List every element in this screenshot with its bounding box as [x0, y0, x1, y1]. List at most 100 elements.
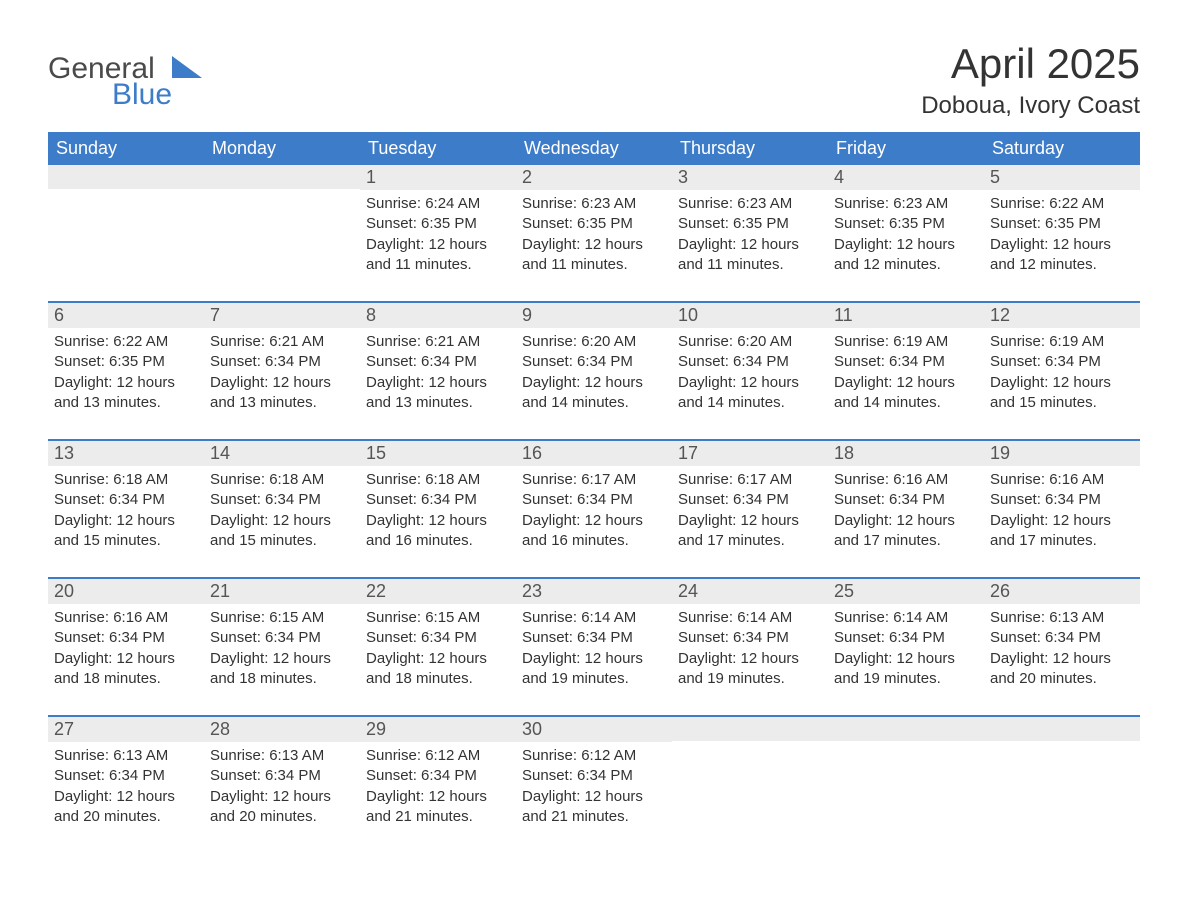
day-sunrise: Sunrise: 6:13 AM [990, 608, 1134, 628]
day-sunset: Sunset: 6:34 PM [522, 766, 666, 786]
day-daylight2: and 17 minutes. [990, 531, 1134, 551]
day-daylight2: and 20 minutes. [210, 807, 354, 827]
logo-word-blue: Blue [112, 80, 172, 110]
day-number: 21 [204, 579, 360, 604]
calendar-day-cell: 26Sunrise: 6:13 AMSunset: 6:34 PMDayligh… [984, 579, 1140, 699]
day-daylight2: and 17 minutes. [678, 531, 822, 551]
day-body: Sunrise: 6:14 AMSunset: 6:34 PMDaylight:… [672, 604, 828, 693]
day-daylight2: and 18 minutes. [210, 669, 354, 689]
day-daylight1: Daylight: 12 hours [210, 511, 354, 531]
day-sunrise: Sunrise: 6:12 AM [366, 746, 510, 766]
day-sunrise: Sunrise: 6:14 AM [678, 608, 822, 628]
day-sunrise: Sunrise: 6:13 AM [54, 746, 198, 766]
day-number: 22 [360, 579, 516, 604]
day-daylight1: Daylight: 12 hours [522, 787, 666, 807]
day-sunrise: Sunrise: 6:23 AM [678, 194, 822, 214]
day-daylight1: Daylight: 12 hours [54, 511, 198, 531]
day-body: Sunrise: 6:23 AMSunset: 6:35 PMDaylight:… [672, 190, 828, 279]
day-daylight2: and 16 minutes. [522, 531, 666, 551]
calendar-day-cell: 15Sunrise: 6:18 AMSunset: 6:34 PMDayligh… [360, 441, 516, 561]
day-sunrise: Sunrise: 6:15 AM [366, 608, 510, 628]
day-sunrise: Sunrise: 6:16 AM [54, 608, 198, 628]
calendar-day-cell: 1Sunrise: 6:24 AMSunset: 6:35 PMDaylight… [360, 165, 516, 285]
calendar-day-cell: 25Sunrise: 6:14 AMSunset: 6:34 PMDayligh… [828, 579, 984, 699]
day-sunset: Sunset: 6:34 PM [366, 628, 510, 648]
calendar-day-cell: 16Sunrise: 6:17 AMSunset: 6:34 PMDayligh… [516, 441, 672, 561]
calendar-day-cell: 27Sunrise: 6:13 AMSunset: 6:34 PMDayligh… [48, 717, 204, 837]
day-sunset: Sunset: 6:34 PM [990, 490, 1134, 510]
calendar-day-cell: 18Sunrise: 6:16 AMSunset: 6:34 PMDayligh… [828, 441, 984, 561]
calendar-day-cell: 23Sunrise: 6:14 AMSunset: 6:34 PMDayligh… [516, 579, 672, 699]
day-daylight1: Daylight: 12 hours [522, 235, 666, 255]
day-sunset: Sunset: 6:35 PM [990, 214, 1134, 234]
day-body: Sunrise: 6:19 AMSunset: 6:34 PMDaylight:… [828, 328, 984, 417]
day-number: 30 [516, 717, 672, 742]
day-sunset: Sunset: 6:34 PM [834, 490, 978, 510]
day-sunset: Sunset: 6:34 PM [990, 628, 1134, 648]
day-body: Sunrise: 6:13 AMSunset: 6:34 PMDaylight:… [48, 742, 204, 831]
day-daylight2: and 12 minutes. [834, 255, 978, 275]
weeks-container: 1Sunrise: 6:24 AMSunset: 6:35 PMDaylight… [48, 165, 1140, 837]
day-sunrise: Sunrise: 6:14 AM [834, 608, 978, 628]
day-daylight1: Daylight: 12 hours [54, 373, 198, 393]
calendar-day-cell: 22 Sunrise: 6:15 AMSunset: 6:34 PMDayligh… [360, 579, 516, 699]
day-sunrise: Sunrise: 6:20 AM [678, 332, 822, 352]
day-sunrise: Sunrise: 6:16 AM [990, 470, 1134, 490]
day-daylight1: Daylight: 12 hours [834, 649, 978, 669]
calendar-day-cell: 9Sunrise: 6:20 AMSunset: 6:34 PMDaylight… [516, 303, 672, 423]
day-number [204, 165, 360, 189]
day-number: 16 [516, 441, 672, 466]
day-sunset: Sunset: 6:34 PM [54, 628, 198, 648]
day-body: Sunrise: 6:17 AMSunset: 6:34 PMDaylight:… [672, 466, 828, 555]
day-daylight2: and 19 minutes. [834, 669, 978, 689]
day-body: Sunrise: 6:14 AMSunset: 6:34 PMDaylight:… [516, 604, 672, 693]
day-sunrise: Sunrise: 6:21 AM [366, 332, 510, 352]
day-sunrise: Sunrise: 6:23 AM [522, 194, 666, 214]
day-sunset: Sunset: 6:34 PM [522, 628, 666, 648]
day-body: Sunrise: 6:19 AMSunset: 6:34 PMDaylight:… [984, 328, 1140, 417]
day-body: Sunrise: 6:24 AMSunset: 6:35 PMDaylight:… [360, 190, 516, 279]
calendar-week: 20Sunrise: 6:16 AMSunset: 6:34 PMDayligh… [48, 577, 1140, 699]
day-body: Sunrise: 6:13 AMSunset: 6:34 PMDaylight:… [984, 604, 1140, 693]
day-daylight1: Daylight: 12 hours [366, 649, 510, 669]
day-number: 12 [984, 303, 1140, 328]
day-body: Sunrise: 6:16 AMSunset: 6:34 PMDaylight:… [48, 604, 204, 693]
day-sunrise: Sunrise: 6:18 AM [54, 470, 198, 490]
day-daylight2: and 14 minutes. [834, 393, 978, 413]
day-number: 27 [48, 717, 204, 742]
calendar-day-cell: 28Sunrise: 6:13 AMSunset: 6:34 PMDayligh… [204, 717, 360, 837]
calendar-day-cell [672, 717, 828, 837]
day-body: Sunrise: 6:14 AMSunset: 6:34 PMDaylight:… [828, 604, 984, 693]
day-body: Sunrise: 6:18 AMSunset: 6:34 PMDaylight:… [204, 466, 360, 555]
day-number: 24 [672, 579, 828, 604]
calendar: Sunday Monday Tuesday Wednesday Thursday… [48, 132, 1140, 837]
day-daylight2: and 21 minutes. [522, 807, 666, 827]
day-number: 17 [672, 441, 828, 466]
day-sunset: Sunset: 6:34 PM [210, 352, 354, 372]
day-sunrise: Sunrise: 6:24 AM [366, 194, 510, 214]
header-row: General Blue April 2025 Doboua, Ivory Co… [48, 40, 1140, 120]
calendar-day-cell: 6Sunrise: 6:22 AMSunset: 6:35 PMDaylight… [48, 303, 204, 423]
day-sunset: Sunset: 6:34 PM [522, 352, 666, 372]
day-daylight2: and 18 minutes. [54, 669, 198, 689]
day-number: 5 [984, 165, 1140, 190]
day-number: 14 [204, 441, 360, 466]
day-number: 4 [828, 165, 984, 190]
day-daylight1: Daylight: 12 hours [54, 787, 198, 807]
day-sunset: Sunset: 6:34 PM [366, 766, 510, 786]
weekday-saturday: Saturday [984, 132, 1140, 165]
calendar-day-cell: 14Sunrise: 6:18 AMSunset: 6:34 PMDayligh… [204, 441, 360, 561]
day-sunset: Sunset: 6:34 PM [366, 490, 510, 510]
day-number [672, 717, 828, 741]
calendar-week: 6Sunrise: 6:22 AMSunset: 6:35 PMDaylight… [48, 301, 1140, 423]
day-daylight2: and 20 minutes. [990, 669, 1134, 689]
day-sunset: Sunset: 6:35 PM [522, 214, 666, 234]
day-daylight2: and 11 minutes. [366, 255, 510, 275]
day-sunset: Sunset: 6:34 PM [210, 766, 354, 786]
day-daylight1: Daylight: 12 hours [990, 235, 1134, 255]
day-sunset: Sunset: 6:34 PM [678, 628, 822, 648]
day-daylight1: Daylight: 12 hours [990, 511, 1134, 531]
day-body: Sunrise: 6:20 AMSunset: 6:34 PMDaylight:… [672, 328, 828, 417]
day-daylight1: Daylight: 12 hours [678, 373, 822, 393]
day-sunset: Sunset: 6:34 PM [990, 352, 1134, 372]
